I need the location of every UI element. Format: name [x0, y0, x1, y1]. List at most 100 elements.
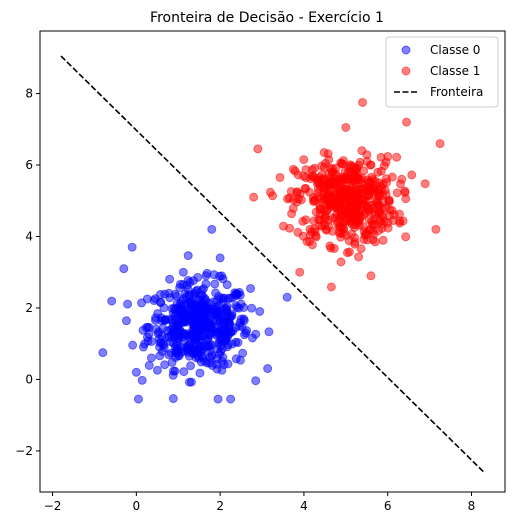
data-point: [330, 213, 340, 223]
data-point: [292, 187, 302, 197]
data-point: [154, 334, 164, 344]
data-point: [247, 303, 257, 313]
data-point: [178, 267, 188, 277]
data-point: [387, 172, 397, 182]
data-point: [184, 377, 194, 387]
data-point: [183, 275, 193, 285]
axes-frame: [39, 30, 506, 493]
y-tick-label: 0: [25, 372, 33, 386]
data-point: [395, 218, 405, 228]
data-point: [366, 160, 376, 170]
data-point: [156, 297, 166, 307]
data-point: [389, 210, 399, 220]
legend-label: Classe 1: [430, 64, 480, 78]
data-point: [239, 316, 249, 326]
legend-item: Fronteira: [394, 85, 483, 99]
series-classe-1: [249, 97, 445, 292]
legend-box: [385, 36, 499, 108]
data-point: [324, 200, 334, 210]
x-tick-label: 8: [468, 499, 476, 513]
data-point: [402, 117, 412, 127]
data-point: [358, 97, 368, 107]
data-point: [146, 353, 156, 363]
data-point: [185, 305, 195, 315]
data-point: [379, 161, 389, 171]
data-point: [160, 360, 170, 370]
data-point: [284, 193, 294, 203]
data-point: [123, 299, 133, 309]
data-point: [219, 360, 229, 370]
data-point: [138, 342, 148, 352]
data-point: [359, 166, 369, 176]
data-point: [377, 210, 387, 220]
data-point: [392, 188, 402, 198]
data-point: [356, 244, 366, 254]
x-tick-label: −2: [44, 499, 62, 513]
data-point: [128, 340, 138, 350]
data-point: [234, 303, 244, 313]
data-point: [219, 305, 229, 315]
data-point: [206, 311, 216, 321]
data-point: [381, 190, 391, 200]
data-point: [265, 187, 275, 197]
data-point: [179, 329, 189, 339]
data-point: [213, 321, 223, 331]
x-tick-label: 6: [384, 499, 392, 513]
legend: Classe 0 Classe 1 Fronteira: [385, 36, 499, 108]
data-point: [328, 226, 338, 236]
data-point: [177, 317, 187, 327]
data-point: [366, 271, 376, 281]
y-tick-label: −2: [15, 444, 33, 458]
data-point: [246, 283, 256, 293]
data-point: [222, 280, 232, 290]
data-point: [251, 376, 261, 386]
data-point: [203, 334, 213, 344]
y-tick-label: 8: [25, 87, 33, 101]
data-point: [301, 215, 311, 225]
data-point: [167, 357, 177, 367]
data-point: [304, 187, 314, 197]
data-point: [293, 170, 303, 180]
data-point: [431, 224, 441, 234]
data-point: [179, 367, 189, 377]
data-point: [249, 192, 259, 202]
data-point: [338, 174, 348, 184]
data-point: [186, 361, 196, 371]
data-point: [302, 237, 312, 247]
data-point: [315, 201, 325, 211]
data-point: [137, 375, 147, 385]
data-point: [296, 195, 306, 205]
data-point: [131, 367, 141, 377]
data-point: [160, 289, 170, 299]
data-point: [209, 270, 219, 280]
data-point: [213, 394, 223, 404]
legend-label: Classe 0: [430, 43, 480, 57]
data-point: [183, 251, 193, 261]
data-point: [379, 198, 389, 208]
data-point: [401, 232, 411, 242]
data-point: [228, 292, 238, 302]
data-point: [309, 173, 319, 183]
data-point: [326, 282, 336, 292]
data-point: [355, 174, 365, 184]
data-point: [170, 289, 180, 299]
data-point: [420, 179, 430, 189]
data-point: [323, 149, 333, 159]
chart-title: Fronteira de Decisão - Exercício 1: [150, 10, 384, 26]
data-point: [360, 230, 370, 240]
data-point: [344, 247, 354, 257]
boundary-line-layer: [60, 55, 485, 473]
data-point: [253, 144, 263, 154]
data-point: [177, 344, 187, 354]
data-point: [197, 290, 207, 300]
data-point: [241, 328, 251, 338]
data-point: [178, 294, 188, 304]
data-point: [295, 267, 305, 277]
legend-item: Classe 0: [401, 43, 480, 57]
data-point: [319, 162, 329, 172]
data-point: [350, 239, 360, 249]
data-point: [263, 364, 273, 374]
decision-boundary-line: [60, 55, 485, 473]
data-point: [107, 296, 117, 306]
data-point: [127, 242, 137, 252]
